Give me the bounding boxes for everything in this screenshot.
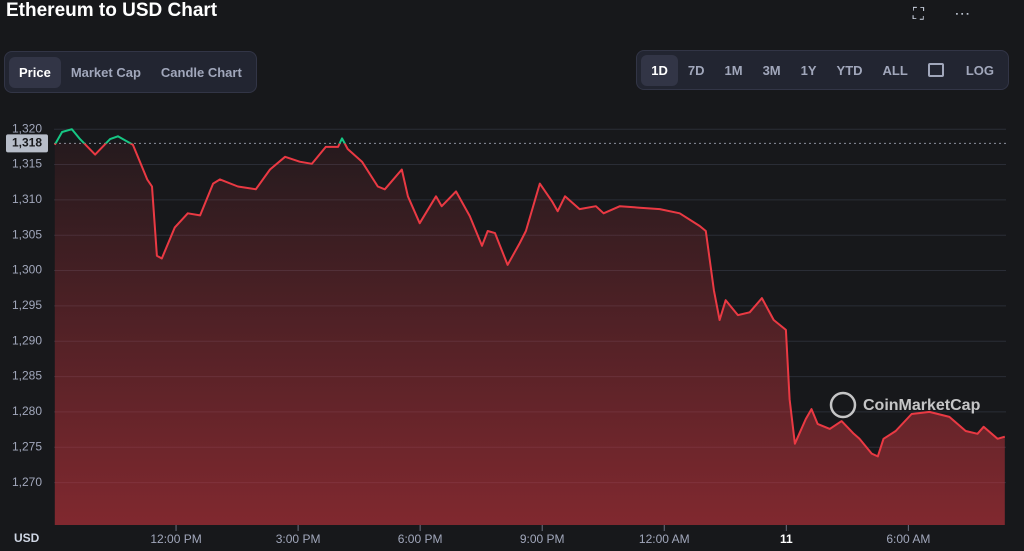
y-tick-label: 1,290: [12, 333, 42, 347]
y-tick-label: 1,275: [12, 439, 42, 453]
range[interactable]: 7D: [687, 62, 705, 78]
reference-label: 1,318: [12, 136, 42, 150]
y-tick-label: 1,310: [12, 192, 42, 206]
y-tick-label: 1,295: [12, 298, 42, 312]
y-tick-label: 1,300: [12, 263, 42, 277]
range[interactable]: 3M: [762, 62, 781, 78]
range[interactable]: YTD: [836, 62, 863, 78]
tab[interactable]: Market Cap: [70, 64, 141, 80]
x-tick-label: 3:00 PM: [276, 532, 321, 546]
y-axis-label: USD: [14, 531, 40, 545]
title: Ethereum to USD Chart: [6, 0, 218, 21]
range[interactable]: ALL: [882, 62, 908, 78]
x-tick-label: 11: [780, 532, 793, 546]
range[interactable]: 1M: [724, 62, 743, 78]
tab[interactable]: Candle Chart: [160, 64, 242, 80]
range[interactable]: 1Y: [800, 62, 817, 78]
y-tick-label: 1,280: [12, 404, 42, 418]
log-button[interactable]: LOG: [965, 62, 994, 78]
watermark-text: CoinMarketCap: [863, 397, 981, 414]
watermark: CoinMarketCap: [829, 391, 981, 419]
toolbar-icons[interactable]: ⛶⋯: [912, 6, 1000, 23]
tab[interactable]: Price: [9, 56, 61, 88]
reference-badge: [6, 134, 48, 153]
range[interactable]: 1D: [641, 54, 678, 86]
x-tick-label: 6:00 PM: [398, 532, 443, 546]
y-tick-label: 1,285: [12, 369, 42, 383]
y-tick-label: 1,315: [12, 157, 42, 171]
x-tick-label: 12:00 AM: [639, 532, 690, 546]
price-area: [54, 143, 1005, 525]
watermark-logo: [829, 391, 857, 419]
y-tick-label: 1,320: [12, 121, 42, 135]
x-tick-label: 12:00 PM: [150, 532, 201, 546]
range-group: 1D 7D 1M 3M 1Y YTD ALL LOG: [636, 50, 1009, 90]
tab-group: Price Market Cap Candle Chart: [4, 51, 257, 93]
price-line: [53, 128, 1006, 458]
y-tick-label: 1,305: [12, 227, 42, 241]
y-tick-label: 1,270: [12, 475, 42, 489]
x-tick-label: 6:00 AM: [886, 532, 930, 546]
x-tick-label: 9:00 PM: [520, 532, 565, 546]
calendar-icon[interactable]: [927, 63, 944, 77]
